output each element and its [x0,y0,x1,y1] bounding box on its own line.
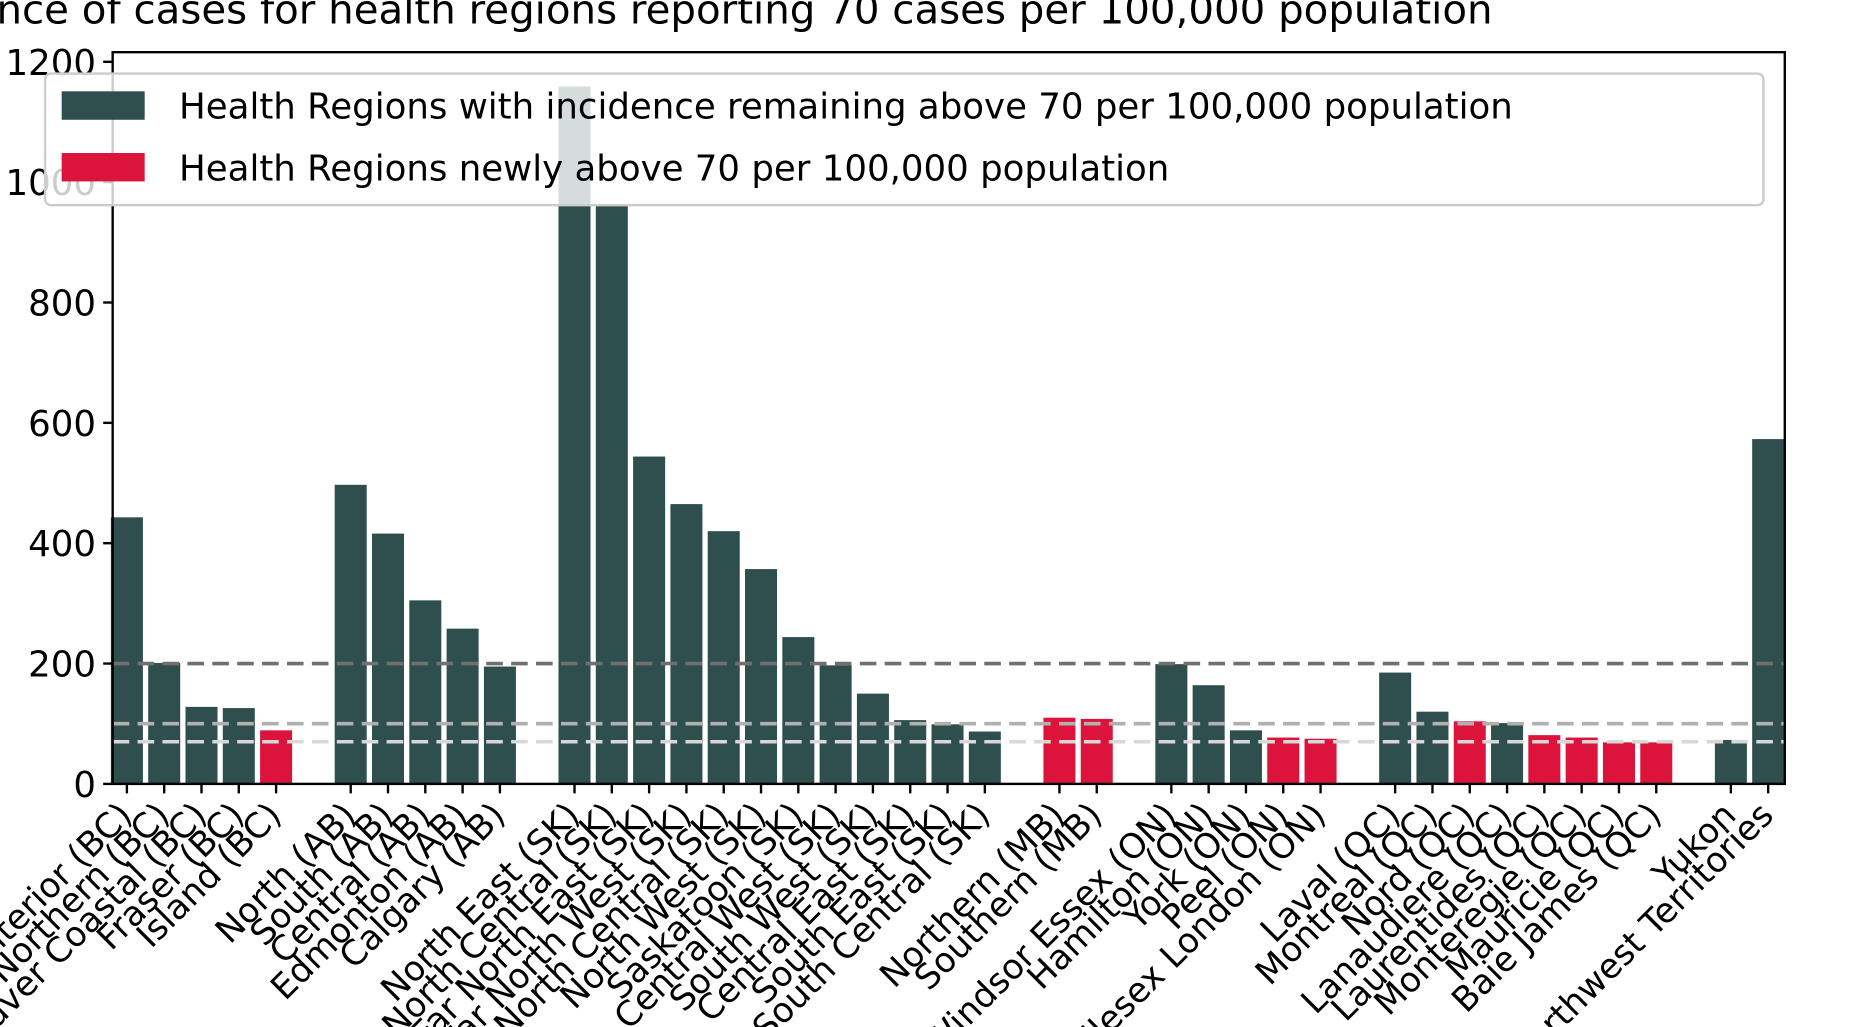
bar [185,706,218,784]
bar [1080,718,1113,784]
bar [1714,739,1747,784]
bar [1453,721,1486,784]
bar [931,724,964,784]
bar [968,731,1001,784]
bar [1565,737,1598,784]
legend: Health Regions with incidence remaining … [43,72,1765,207]
bar [1267,737,1300,784]
y-tick-label: 800 [28,284,96,325]
bar [260,730,293,784]
y-tick-label: 400 [28,524,96,565]
bar [707,531,740,784]
bar [446,628,479,784]
chart-title: nce of cases for health regions reportin… [0,0,1493,34]
bar [633,456,666,784]
bar [670,504,703,784]
legend-swatch [61,152,145,182]
bar [782,637,815,784]
bar [334,484,367,784]
legend-swatch [61,91,145,120]
bar [745,569,778,784]
bar [1602,742,1635,784]
bar [1379,672,1412,784]
bar [409,600,442,784]
bar [1640,742,1673,784]
legend-frame [43,72,1765,207]
legend-label: Health Regions with incidence remaining … [179,87,1513,128]
bar [894,720,927,784]
y-tick-label: 600 [28,404,96,445]
bar [1752,439,1785,784]
bar [1192,685,1225,784]
bar [1304,738,1337,784]
bar [110,517,143,784]
bar [222,708,255,784]
y-tick-label: 0 [73,765,96,806]
y-tick-label: 200 [28,645,96,686]
bar [371,533,405,784]
bar [1229,730,1262,784]
bar [595,205,628,784]
bar [856,693,889,784]
legend-label: Health Regions newly above 70 per 100,00… [179,148,1169,189]
bar [1043,717,1076,784]
bar [1491,723,1524,784]
